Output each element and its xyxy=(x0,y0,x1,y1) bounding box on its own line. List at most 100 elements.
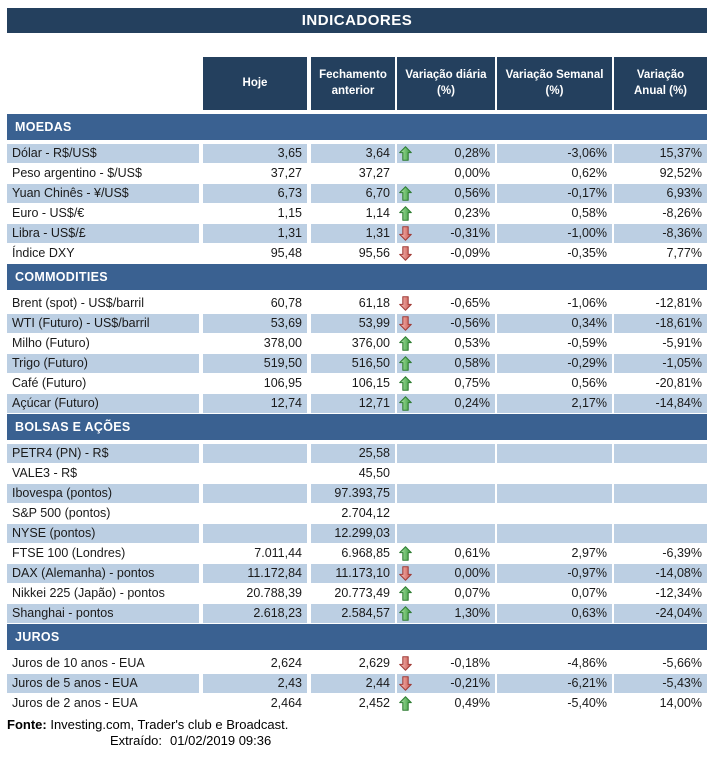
variacao-anual-value: 7,77% xyxy=(666,246,702,260)
row-label: Juros de 10 anos - EUA xyxy=(7,654,203,673)
extracted-timestamp: 01/02/2019 09:36 xyxy=(170,733,272,748)
up-arrow-icon xyxy=(399,586,412,601)
variacao-semanal-value: -6,21% xyxy=(497,674,614,693)
table-row: Juros de 2 anos - EUA 2,464 2,452 0,49% -5,4… xyxy=(7,694,707,714)
variacao-diaria-cell xyxy=(397,524,497,543)
indicators-report: INDICADORES Hoje Fechamento anterior Var… xyxy=(7,8,707,749)
table-row: Índice DXY 95,48 95,56 -0,09% -0,35% 7,77% xyxy=(7,244,707,264)
up-arrow-icon xyxy=(399,146,412,161)
hoje-value: 37,27 xyxy=(203,164,311,183)
column-header-fechamento-anterior: Fechamento anterior xyxy=(311,57,397,110)
fechamento-anterior-value: 2,44 xyxy=(311,674,397,693)
hoje-value: 2,464 xyxy=(203,694,311,713)
variacao-anual-value: -5,43% xyxy=(614,674,707,693)
variacao-diaria-cell xyxy=(397,464,497,483)
down-arrow-icon xyxy=(399,296,412,311)
fechamento-anterior-value: 11.173,10 xyxy=(311,564,397,583)
variacao-diaria-cell: -0,65% xyxy=(397,294,497,313)
variacao-anual-value: -14,84% xyxy=(614,394,707,413)
down-arrow-icon xyxy=(399,316,412,331)
variacao-anual-value: 15,37% xyxy=(614,144,707,163)
variacao-anual-value xyxy=(614,524,707,543)
table-row: S&P 500 (pontos) 2.704,12 xyxy=(7,504,707,524)
variacao-semanal-value xyxy=(497,484,614,503)
variacao-diaria-value: -0,18% xyxy=(450,656,490,670)
variacao-semanal-value: -0,17% xyxy=(497,184,614,203)
variacao-anual-value: -8,36% xyxy=(614,224,707,243)
variacao-semanal-value: -0,29% xyxy=(497,354,614,373)
variacao-semanal-value: 0,34% xyxy=(497,314,614,333)
variacao-diaria-value: 0,07% xyxy=(454,586,490,600)
row-label: Peso argentino - $/US$ xyxy=(7,164,203,183)
variacao-anual-value: 6,93% xyxy=(614,184,707,203)
hoje-value xyxy=(203,524,311,543)
fechamento-anterior-value: 1,14 xyxy=(311,204,397,223)
table-row: Peso argentino - $/US$ 37,27 37,27 0,00% 0,6… xyxy=(7,164,707,184)
variacao-anual-value: -14,08% xyxy=(614,564,707,583)
row-label: Açúcar (Futuro) xyxy=(7,394,203,413)
variacao-diaria-value: -0,31% xyxy=(450,226,490,240)
variacao-diaria-value: 0,53% xyxy=(454,336,490,350)
hoje-value: 20.788,39 xyxy=(203,584,311,603)
variacao-diaria-cell: 0,58% xyxy=(397,354,497,373)
variacao-semanal-value: 0,07% xyxy=(497,584,614,603)
table-row: Yuan Chinês - ¥/US$ 6,73 6,70 0,56% -0,17% 6,… xyxy=(7,184,707,204)
variacao-diaria-value: 0,00% xyxy=(454,166,490,180)
table-row: VALE3 - R$ 45,50 xyxy=(7,464,707,484)
hoje-value xyxy=(203,464,311,483)
row-label: NYSE (pontos) xyxy=(7,524,203,543)
up-arrow-icon xyxy=(399,186,412,201)
extracted-line: Extraído: 01/02/2019 09:36 xyxy=(7,733,707,749)
variacao-anual-value: -12,34% xyxy=(655,586,702,600)
variacao-diaria-value: 0,28% xyxy=(454,146,490,160)
fechamento-anterior-value: 2.584,57 xyxy=(311,604,397,623)
variacao-diaria-cell: 0,49% xyxy=(397,694,497,713)
variacao-anual-value: -5,66% xyxy=(662,656,702,670)
variacao-anual-value: -8,26% xyxy=(662,206,702,220)
down-arrow-icon xyxy=(399,226,412,241)
table-row: Ibovespa (pontos) 97.393,75 xyxy=(7,484,707,504)
variacao-semanal-value: 0,62% xyxy=(497,164,614,183)
fechamento-anterior-value: 376,00 xyxy=(311,334,397,353)
row-label: PETR4 (PN) - R$ xyxy=(7,444,203,463)
row-label: Yuan Chinês - ¥/US$ xyxy=(7,184,203,203)
up-arrow-icon xyxy=(399,336,412,351)
up-arrow-icon xyxy=(399,546,412,561)
row-label: FTSE 100 (Londres) xyxy=(7,544,203,563)
variacao-semanal-value: 0,56% xyxy=(497,374,614,393)
variacao-diaria-cell: 0,24% xyxy=(397,394,497,413)
down-arrow-icon xyxy=(399,246,412,261)
hoje-value: 53,69 xyxy=(203,314,311,333)
extracted-label: Extraído: xyxy=(110,733,163,748)
table-row: Shanghai - pontos 2.618,23 2.584,57 1,30% 0,… xyxy=(7,604,707,624)
table-row: Brent (spot) - US$/barril 60,78 61,18 -0,65… xyxy=(7,294,707,314)
row-label: Euro - US$/€ xyxy=(7,204,203,223)
variacao-semanal-value: -0,59% xyxy=(497,334,614,353)
hoje-value: 7.011,44 xyxy=(203,544,311,563)
fechamento-anterior-value: 61,18 xyxy=(311,294,397,313)
variacao-semanal-value: -3,06% xyxy=(497,144,614,163)
table-row: Café (Futuro) 106,95 106,15 0,75% 0,56% -20,8… xyxy=(7,374,707,394)
source-text: Investing.com, Trader's club e Broadcast… xyxy=(46,717,289,732)
fechamento-anterior-value: 45,50 xyxy=(311,464,397,483)
fechamento-anterior-value: 25,58 xyxy=(311,444,397,463)
title-header-gap xyxy=(7,33,707,57)
fechamento-anterior-value: 2,629 xyxy=(311,654,397,673)
hoje-value xyxy=(203,504,311,523)
hoje-value: 378,00 xyxy=(203,334,311,353)
variacao-semanal-value xyxy=(497,504,614,523)
variacao-anual-value: -12,81% xyxy=(655,296,702,310)
table-row: WTI (Futuro) - US$/barril 53,69 53,99 -0,56… xyxy=(7,314,707,334)
up-arrow-icon xyxy=(399,696,412,711)
table-row: Libra - US$/£ 1,31 1,31 -0,31% -1,00% -8,36% xyxy=(7,224,707,244)
row-label: Juros de 5 anos - EUA xyxy=(7,674,203,693)
column-header-row: Hoje Fechamento anterior Variação diária… xyxy=(7,57,707,110)
hoje-value: 106,95 xyxy=(203,374,311,393)
up-arrow-icon xyxy=(399,606,412,621)
variacao-diaria-value: 0,24% xyxy=(454,396,490,410)
source-label: Fonte: xyxy=(7,717,47,732)
row-label: Ibovespa (pontos) xyxy=(7,484,203,503)
variacao-semanal-value: -0,35% xyxy=(497,244,614,263)
hoje-value: 6,73 xyxy=(203,184,311,203)
row-label: Shanghai - pontos xyxy=(7,604,203,623)
